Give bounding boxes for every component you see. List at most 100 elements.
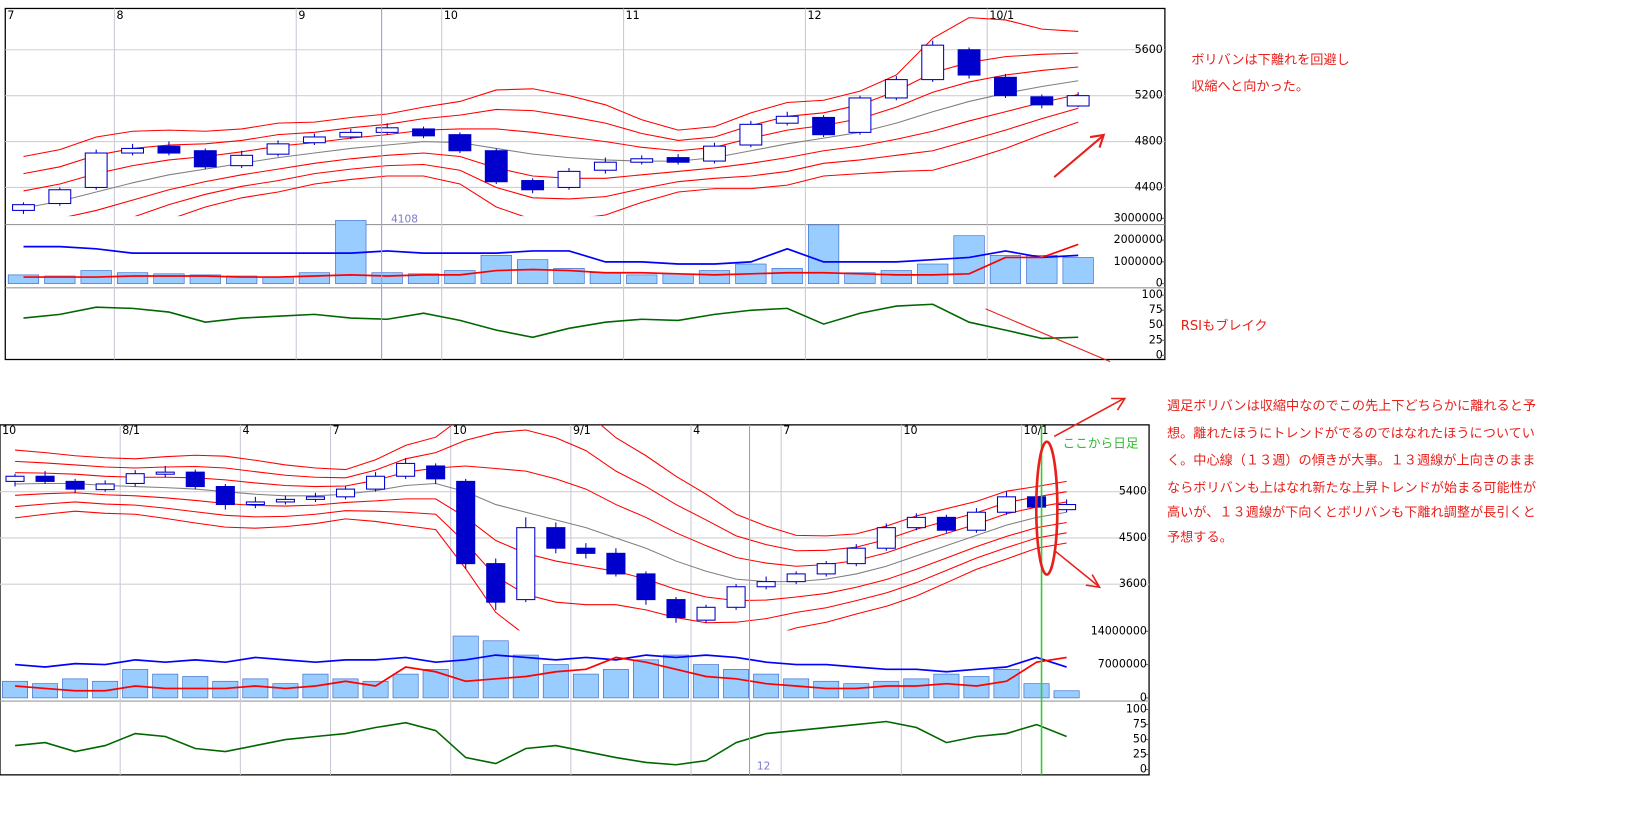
x-tick-label: 10/1 <box>1024 424 1049 437</box>
candle-body <box>426 465 446 480</box>
candle-body <box>703 145 726 162</box>
candle-body <box>876 527 896 549</box>
candle-body <box>546 527 566 549</box>
candle-body <box>816 563 836 575</box>
arrow <box>1053 397 1125 438</box>
y-tick-label: 75 <box>1149 303 1163 316</box>
note-text: 週足ボリバンは収縮中なのでこの先上下どちらかに離れると予 <box>1167 398 1536 414</box>
note-text: 予想する。 <box>1167 530 1233 546</box>
y-tick-label: 50 <box>1133 733 1147 746</box>
y-tick-label: 3000000 <box>1114 211 1163 224</box>
candle-body <box>245 501 265 506</box>
volume-line <box>23 243 1079 278</box>
volume-bar <box>298 272 331 284</box>
volume-bar <box>332 678 359 699</box>
volume-bar <box>903 678 930 699</box>
note-text: 収縮へと向かった。 <box>1191 78 1309 94</box>
candle-body <box>1030 96 1054 106</box>
candle-body <box>576 547 596 554</box>
candle-body <box>846 547 866 565</box>
candle-body <box>606 552 626 575</box>
volume-line <box>15 654 1067 673</box>
volume-bar <box>262 276 294 284</box>
volume-bar <box>993 669 1020 699</box>
arrow <box>1053 549 1099 587</box>
charts: 7 8 9 10 11 12 10/1440048005200560001000000200… <box>0 7 1166 776</box>
volume-line <box>23 245 1079 265</box>
volume-bar <box>953 235 985 284</box>
volume-bar <box>963 676 990 699</box>
candle-body <box>630 158 654 163</box>
candle-body <box>266 143 290 155</box>
y-tick-label: 75 <box>1133 718 1147 731</box>
y-tick-label: 3600 <box>1119 577 1147 590</box>
x-tick-label: 10 <box>903 424 917 437</box>
x-tick-label: 10 <box>2 424 16 437</box>
y-tick-label: 4500 <box>1119 531 1147 544</box>
candle-body <box>906 516 926 529</box>
candle-body <box>666 599 686 619</box>
volume-bar <box>723 669 750 699</box>
volume-bar <box>626 274 658 284</box>
volume-bar <box>182 676 209 699</box>
candle-body <box>996 496 1017 513</box>
candle-body <box>302 136 326 144</box>
volume-bar <box>813 680 840 699</box>
arrow <box>1053 135 1104 178</box>
candle-body <box>185 471 205 488</box>
bollinger-band <box>134 107 1079 217</box>
volume-bar <box>116 272 149 284</box>
volume-bar <box>452 635 479 699</box>
bollinger-band <box>67 93 1079 217</box>
y-tick-label: 50 <box>1149 318 1163 331</box>
plot-frame <box>4 7 1166 361</box>
volume-bar <box>843 683 870 699</box>
arrow-head <box>1089 133 1106 148</box>
y-tick-label: 4800 <box>1135 135 1163 148</box>
volume-bar <box>226 275 258 284</box>
note-text: ならボリバンも上はなれ新たな上昇トレンドが始まる可能性が <box>1167 480 1536 496</box>
note-text: 想。離れたほうにトレンドがでるのではなれたほうについてい <box>1167 425 1535 441</box>
volume-bar <box>122 669 149 699</box>
candle-body <box>375 127 399 133</box>
volume-bar <box>1062 257 1094 284</box>
candle-body <box>516 527 536 601</box>
note-text: く。中心線（１３週）の傾きが大事。１３週線が上向きのまま <box>1167 453 1535 469</box>
x-tick-label: 4 <box>242 424 249 437</box>
rsi-trend-line <box>985 308 1111 363</box>
y-tick-label: 4400 <box>1135 180 1163 193</box>
candle-body <box>193 150 217 168</box>
volume-bar <box>553 268 585 284</box>
y-tick-label: 0 <box>1140 691 1147 704</box>
y-tick-label: 100 <box>1142 288 1163 301</box>
rsi-line <box>23 303 1079 340</box>
volume-bar <box>517 259 549 284</box>
arrow-head <box>1085 574 1102 589</box>
y-tick-label: 1000000 <box>1114 255 1163 268</box>
volume-bar <box>44 275 76 284</box>
candle-body <box>157 145 181 154</box>
x-tick-label: 11 <box>626 9 640 22</box>
candle-body <box>412 128 435 137</box>
candle-body <box>557 170 581 188</box>
x-tick-label: 7 <box>783 424 790 437</box>
y-tick-label: 0 <box>1140 763 1147 776</box>
volume-bar <box>933 673 960 699</box>
volume-bar <box>771 268 803 284</box>
candle-body <box>155 471 175 475</box>
volume-bar <box>602 669 629 699</box>
x-tick-label: 12 <box>808 9 822 22</box>
candle-body <box>335 488 356 498</box>
volume-bar <box>392 673 419 699</box>
volume-bar <box>212 680 239 699</box>
candle-body <box>12 204 35 211</box>
y-tick-label: 25 <box>1149 333 1163 346</box>
volume-bar <box>873 680 900 699</box>
candle-body <box>84 152 108 188</box>
candle-body <box>1057 503 1077 511</box>
x-tick-label: 8/1 <box>122 424 140 437</box>
volume-bar <box>482 640 509 699</box>
candle-body <box>666 157 690 163</box>
volume-bar <box>572 673 599 699</box>
